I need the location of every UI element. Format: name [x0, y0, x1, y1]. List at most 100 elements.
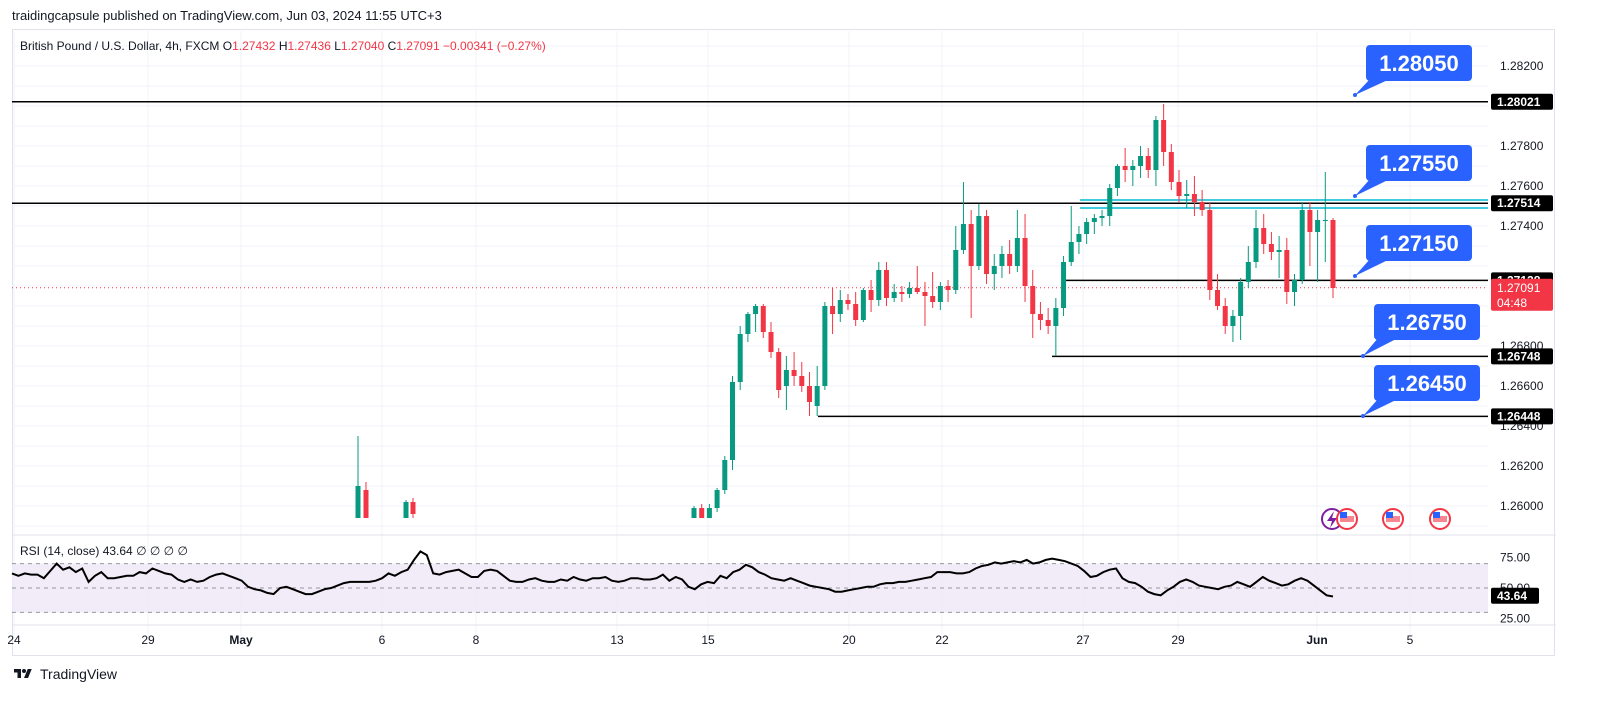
us-flag-icon	[1336, 508, 1358, 530]
candle-body	[1330, 220, 1336, 288]
candle-body	[1238, 282, 1244, 316]
callout-box	[1374, 365, 1480, 401]
candle-body	[1014, 238, 1020, 266]
candle-body	[776, 352, 782, 390]
callout-label: 1.27550	[1379, 151, 1459, 176]
candle-body	[1084, 222, 1090, 234]
candle-body	[699, 508, 705, 518]
candle-body	[791, 370, 797, 376]
ohlc-h: H1.27436	[275, 39, 331, 53]
candle-body	[1130, 166, 1136, 170]
callout-pointer	[1363, 399, 1398, 416]
candle-body	[1176, 182, 1182, 196]
candle-body	[363, 490, 369, 518]
candle-body	[1307, 210, 1313, 232]
candle-body	[960, 224, 966, 250]
level-price-tag	[1491, 195, 1553, 212]
chart-frame	[12, 29, 1555, 656]
candle-body	[914, 288, 920, 292]
candle-body	[968, 224, 974, 266]
y-tick-label: 1.26000	[1500, 499, 1544, 513]
candle-body	[1114, 166, 1120, 188]
candle-body	[403, 502, 409, 518]
candle-body	[1322, 220, 1328, 221]
level-price-tag	[1491, 93, 1553, 110]
support-resistance-levels	[12, 101, 1488, 418]
candle-body	[760, 306, 766, 332]
rsi-legend: RSI (14, close) 43.64 ∅ ∅ ∅ ∅	[20, 544, 188, 558]
flash-bolt	[1327, 511, 1337, 528]
current-price-tag	[1491, 278, 1553, 311]
candle-body	[753, 306, 759, 314]
current-price-label: 1.27091	[1497, 281, 1541, 295]
tradingview-logo-icon	[14, 669, 32, 678]
candle-body	[845, 300, 851, 304]
rsi-value: 43.64	[102, 544, 133, 558]
candle-body	[1076, 234, 1082, 242]
rsi-tick-label: 25.00	[1500, 612, 1530, 626]
candle-body	[1215, 290, 1221, 306]
callout-pointer	[1355, 179, 1390, 196]
candle-body	[1061, 262, 1067, 308]
y-tick-label: 1.26600	[1500, 379, 1544, 393]
x-tick-label: 29	[1171, 633, 1185, 647]
brand-label: TradingView	[40, 666, 118, 682]
level-price-tag	[1491, 408, 1553, 425]
candle-body	[907, 288, 913, 294]
candle-body	[930, 296, 936, 302]
candle-body	[876, 270, 882, 300]
candle-body	[691, 508, 697, 518]
candle-body	[953, 250, 959, 290]
candle-body	[806, 386, 812, 402]
grid	[12, 31, 1556, 640]
x-tick-label: 8	[473, 633, 480, 647]
candle-body	[714, 490, 720, 508]
callout-box	[1366, 145, 1472, 181]
callout-pointer	[1355, 79, 1390, 95]
candle-body	[1207, 210, 1213, 290]
rsi-value-tag	[1491, 587, 1539, 604]
x-tick-label: 13	[610, 633, 624, 647]
tradingview-brand[interactable]: TradingView	[12, 666, 117, 682]
callout-label: 1.26750	[1387, 310, 1467, 335]
candle-body	[1068, 242, 1074, 262]
candle-body	[799, 376, 805, 386]
candle-body	[1007, 254, 1013, 266]
candle-body	[1030, 286, 1036, 314]
rsi-line	[11, 550, 1334, 598]
ohlc-l: L1.27040	[330, 39, 385, 53]
candle-body	[783, 370, 789, 386]
candle-body	[1138, 156, 1144, 166]
callout-pointer	[1363, 338, 1398, 356]
candlestick-series	[355, 104, 1336, 518]
candle-body	[355, 486, 361, 518]
candle-body	[1191, 194, 1197, 202]
candle-body	[1053, 308, 1059, 326]
candle-body	[868, 290, 874, 300]
candle-body	[991, 266, 997, 274]
candle-body	[1230, 316, 1236, 326]
publisher-line: traidingcapsule published on TradingView…	[12, 8, 442, 23]
candle-body	[768, 332, 774, 352]
level-price-label: 1.28021	[1497, 95, 1541, 109]
us-flag-icon	[1429, 508, 1451, 530]
change-value: −0.00341 (−0.27%)	[443, 39, 546, 53]
level-price-tag	[1491, 348, 1553, 365]
candle-body	[1222, 306, 1228, 326]
x-tick-label: 24	[7, 633, 21, 647]
x-tick-label: 6	[379, 633, 386, 647]
callout-anchor	[1353, 274, 1357, 278]
candle-body	[860, 290, 866, 320]
candle-body	[1199, 202, 1205, 210]
candle-body	[899, 292, 905, 294]
candle-body	[1276, 250, 1282, 252]
x-tick-label: 20	[842, 633, 856, 647]
symbol-title: British Pound / U.S. Dollar, 4h, FXCM	[20, 39, 220, 53]
rsi-title: RSI (14, close)	[20, 544, 100, 558]
callout-box	[1366, 225, 1472, 261]
candle-body	[1145, 156, 1151, 170]
rsi-tick-label: 75.00	[1500, 551, 1530, 565]
callout-box	[1366, 45, 1472, 81]
callout-box	[1374, 304, 1480, 340]
